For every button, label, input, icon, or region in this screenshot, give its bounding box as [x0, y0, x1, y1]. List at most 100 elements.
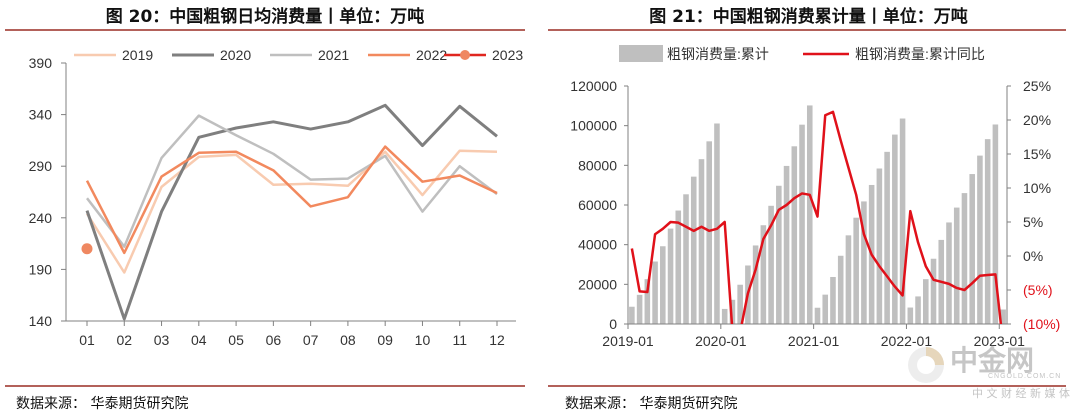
right-bar [853, 217, 859, 324]
right-legend-label-bar: 粗钢消费量:累计 [667, 46, 769, 62]
right-bar [946, 222, 952, 324]
left-x-tick-label: 07 [303, 332, 319, 348]
right-left-y-tick-label: 120000 [570, 78, 617, 94]
watermark-tagline: 中 文 财 经 新 媒 体 [972, 387, 1070, 400]
right-bar [714, 123, 720, 324]
right-bar [814, 307, 821, 324]
left-x-tick-label: 02 [116, 332, 132, 348]
right-left-y-tick-label: 0 [609, 316, 617, 332]
right-bar [899, 118, 906, 324]
right-bar [837, 255, 844, 324]
right-bar [892, 134, 898, 324]
right-bar [652, 261, 658, 324]
right-right-y-tick-label: 25% [1023, 78, 1051, 94]
left-legend-label: 2022 [416, 47, 447, 63]
left-series-line-2022 [85, 145, 498, 255]
left-legend-marker [460, 50, 470, 60]
left-x-tick-label: 10 [415, 332, 431, 348]
left-series-line-2020 [85, 103, 498, 321]
left-legend-label: 2019 [122, 47, 153, 63]
right-bar [706, 141, 712, 324]
right-bar [776, 185, 782, 324]
right-bar [683, 194, 689, 324]
left-chart: 140 190 240 290 340 390 01 02 03 04 05 06 07 08 09 10 11… [29, 47, 524, 348]
right-bar [822, 294, 829, 324]
right-bar [667, 228, 674, 324]
left-x-tick-label: 01 [79, 332, 95, 348]
right-legend-item-line: 粗钢消费量:累计同比 [803, 46, 985, 62]
right-bar [845, 235, 852, 324]
left-y-tick-label: 240 [29, 210, 53, 226]
right-left-y-tick-label: 100000 [570, 118, 617, 134]
right-left-y-tick-label: 80000 [578, 157, 617, 173]
right-bar [721, 308, 728, 324]
right-bar [768, 205, 774, 324]
right-bar [760, 225, 767, 324]
left-source: 数据来源： 华泰期货研究院 [16, 396, 189, 412]
right-bar [861, 201, 867, 324]
left-x-tick-label: 05 [228, 332, 244, 348]
right-x-tick-label: 2022-01 [881, 333, 933, 349]
right-title-rule [548, 29, 1066, 31]
right-x-tick-label: 2023-01 [974, 333, 1026, 349]
right-legend-swatch-bar [619, 45, 663, 62]
right-bar [636, 294, 643, 324]
right-bar [830, 276, 836, 324]
cngold-watermark: 中金网 CNGOLD.COM.CN 中 文 财 经 新 媒 体 [900, 341, 1070, 401]
left-x-tick-label: 03 [154, 332, 170, 348]
left-legend-label: 2023 [492, 47, 523, 63]
left-y-tick-label: 390 [29, 55, 53, 71]
left-x-tick-label: 08 [340, 332, 356, 348]
right-legend-label-line: 粗钢消费量:累计同比 [855, 46, 985, 62]
left-chart-title: 图 20：中国粗钢日均消费量丨单位：万吨 [105, 7, 425, 27]
right-bar [806, 105, 813, 324]
right-left-y-tick-label: 60000 [578, 197, 617, 213]
right-bottom-rule [548, 385, 1066, 387]
left-title-rule [5, 29, 525, 31]
right-bar [930, 258, 937, 324]
right-bar [644, 279, 651, 324]
left-legend-item-2020: 2020 [172, 47, 251, 63]
right-series-line-yoy [630, 110, 1003, 324]
left-y-tick-label: 140 [29, 313, 53, 329]
right-bar [907, 307, 914, 324]
right-bar [953, 207, 960, 324]
right-right-y-tick-label: 0% [1023, 248, 1043, 264]
right-right-y-tick-label: 5% [1023, 214, 1043, 230]
right-right-y-tick-label: 15% [1023, 146, 1051, 162]
right-bar [984, 139, 991, 324]
right-bar [969, 174, 975, 324]
right-right-y-tick-label: 10% [1023, 180, 1051, 196]
left-series-point-2023 [81, 243, 93, 255]
left-x-tick-label: 09 [377, 332, 393, 348]
right-bar [690, 176, 697, 324]
cngold-logo-icon [908, 347, 944, 383]
right-right-y-tick-label: (10%) [1023, 316, 1060, 332]
left-y-tick-label: 290 [29, 158, 53, 174]
right-x-tick-label: 2021-01 [788, 333, 840, 349]
left-legend-label: 2021 [318, 47, 349, 63]
right-bar [961, 193, 968, 324]
right-bar [629, 306, 635, 324]
left-panel: 图 20：中国粗钢日均消费量丨单位：万吨 140 190 240 290 340 390 0… [0, 0, 530, 413]
left-y-tick-label: 340 [29, 107, 53, 123]
right-source: 数据来源： 华泰期货研究院 [565, 396, 738, 412]
right-bar [876, 168, 883, 324]
left-legend-label: 2020 [220, 47, 251, 63]
right-legend-item-bar: 粗钢消费量:累计 [619, 45, 769, 62]
right-bar [729, 299, 736, 324]
left-x-tick-label: 12 [489, 332, 505, 348]
right-bar [992, 124, 999, 324]
left-legend-item-2022: 2022 [368, 47, 447, 63]
right-bar [675, 210, 682, 324]
left-x-tick-label: 04 [191, 332, 207, 348]
right-left-y-tick-label: 40000 [578, 237, 617, 253]
left-legend-item-2021: 2021 [270, 47, 349, 63]
right-panel: 图 21：中国粗钢消费累计量丨单位：万吨 0 20000 40000 60000 800… [545, 0, 1080, 413]
right-bar [884, 151, 890, 324]
right-bar [752, 245, 759, 324]
right-x-tick-label: 2020-01 [695, 333, 747, 349]
right-left-y-tick-label: 20000 [578, 276, 617, 292]
right-chart: 0 20000 40000 60000 80000 100000 120000 (10%) (5… [570, 45, 1060, 349]
right-bar [698, 159, 705, 324]
